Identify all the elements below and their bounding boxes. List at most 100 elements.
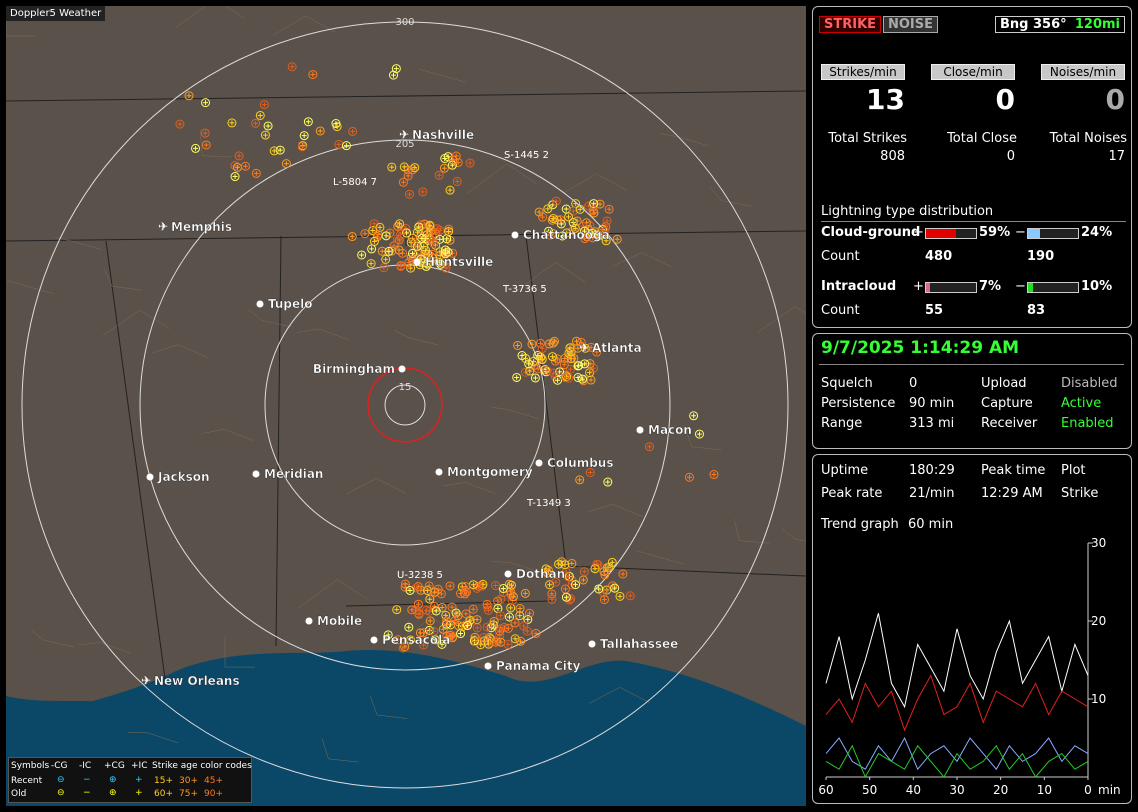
strike-cross [415, 601, 421, 607]
strike-cross [407, 191, 413, 197]
strike-symbol [527, 339, 537, 349]
county-line [78, 642, 131, 654]
strike-symbol [415, 232, 425, 242]
strike-cross [562, 355, 568, 361]
strike-cross [497, 633, 503, 639]
strike-cross [597, 201, 603, 207]
rate-button[interactable]: Close/min [931, 64, 1015, 80]
count-label: Count [821, 303, 860, 318]
strike-cross [427, 234, 433, 240]
county-line [442, 482, 496, 494]
strike-cross [555, 217, 561, 223]
strike-symbol [398, 177, 408, 187]
strike-symbol [393, 635, 403, 645]
strike-cross [517, 606, 523, 612]
strike-cross [370, 227, 376, 233]
strike-symbol [442, 258, 452, 268]
strike-cross [443, 265, 449, 271]
county-line [588, 687, 650, 704]
strike-cross [505, 641, 511, 647]
status-text: Persistence [821, 396, 896, 411]
trend-line [825, 674, 1089, 732]
strike-symbol [465, 615, 475, 625]
county-line [781, 528, 806, 542]
legend-header: -CG [51, 761, 68, 771]
strike-cross [491, 619, 497, 625]
strike-cross [463, 584, 469, 590]
strike-cross [402, 584, 408, 590]
count: 55 [925, 303, 944, 318]
strike-symbol [580, 359, 590, 369]
strike-cross [401, 164, 407, 170]
strike-cross [407, 587, 413, 593]
strike-cross [538, 354, 544, 360]
strike-symbol [579, 567, 589, 577]
strike-cross [584, 234, 590, 240]
strike-cross [412, 165, 418, 171]
strike-cross [437, 227, 443, 233]
strike-cross [234, 164, 240, 170]
county-line [466, 163, 537, 194]
strike-symbol [424, 581, 434, 591]
strike-symbol [571, 580, 581, 590]
strike-symbol [408, 248, 418, 258]
strike-cross [570, 208, 576, 214]
strike-cross [484, 604, 490, 610]
city-dot [398, 365, 406, 373]
strike-cross [567, 345, 573, 351]
status-text: Enabled [1061, 416, 1114, 431]
strike-symbol [299, 131, 309, 141]
dist-name: Cloud-ground [821, 225, 921, 240]
x-tick-label: 40 [906, 783, 921, 797]
strike-cross [551, 370, 557, 376]
strike-cross [413, 585, 419, 591]
strike-symbol [537, 343, 547, 353]
strike-cross [253, 120, 259, 126]
strike-symbol [513, 340, 523, 350]
strike-symbol [434, 170, 444, 180]
strike-cross [620, 571, 626, 577]
strike-symbol [561, 592, 571, 602]
strike-cross [386, 248, 392, 254]
strike-cross [493, 639, 499, 645]
strike-symbol [536, 352, 546, 362]
state-border [275, 235, 282, 647]
strike-symbol [602, 216, 612, 226]
strike-cross [527, 368, 533, 374]
rate-button[interactable]: Strikes/min [821, 64, 905, 80]
strike-symbol [445, 581, 455, 591]
strike-cross [442, 156, 448, 162]
strike-cross [527, 610, 533, 616]
strike-cross [498, 639, 504, 645]
strike-symbol [431, 606, 441, 616]
divider [819, 364, 1124, 365]
strike-symbol [474, 581, 484, 591]
strike-cross [603, 238, 609, 244]
app-title: Doppler5 Weather [6, 6, 106, 21]
strike-symbol [399, 162, 409, 172]
strike-cross [547, 232, 553, 238]
strike-cross [203, 142, 209, 148]
strike-cross [410, 250, 416, 256]
strike-symbol [447, 633, 457, 643]
dist-bar [1027, 282, 1079, 293]
county-line [587, 503, 644, 518]
rate-button[interactable]: Noises/min [1041, 64, 1125, 80]
strike-cross [559, 233, 565, 239]
city-dot [484, 662, 492, 670]
strike-symbol [482, 622, 492, 632]
strike-symbol [491, 637, 501, 647]
legend-header: Symbols [11, 761, 50, 771]
strike-symbol [175, 119, 185, 129]
legend-symbol: − [83, 788, 91, 798]
strike-label: T-3736 5 [502, 284, 547, 295]
strike-cross [398, 231, 404, 237]
strike-cross [458, 631, 464, 637]
strike-cross [470, 606, 476, 612]
strike-symbol [549, 336, 559, 346]
strike-button[interactable]: STRIKE [819, 16, 882, 33]
strike-symbol [510, 618, 520, 628]
noise-button[interactable]: NOISE [883, 16, 939, 33]
strike-symbol [375, 222, 385, 232]
strike-cross [427, 258, 433, 264]
